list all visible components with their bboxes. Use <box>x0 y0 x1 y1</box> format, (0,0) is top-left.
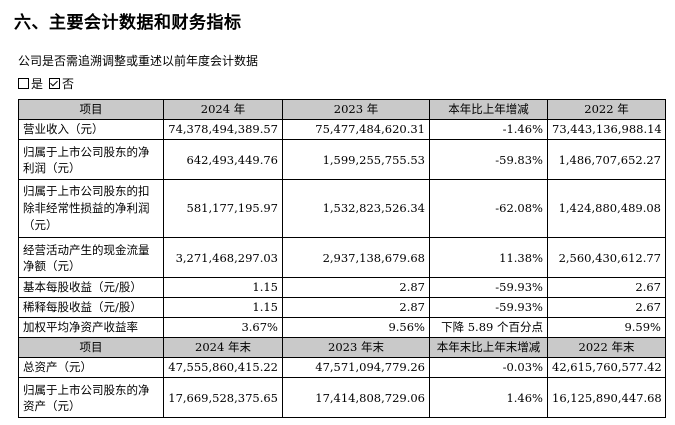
option-no-label: 否 <box>62 77 75 91</box>
change-cell: 1.46% <box>429 377 548 418</box>
table-row: 总资产（元） 47,555,860,415.22 47,571,094,779.… <box>18 357 666 378</box>
header-cell: 项目 <box>18 337 164 358</box>
value-cell: 3.67% <box>163 317 283 338</box>
table-row: 基本每股收益（元/股） 1.15 2.87 -59.93% 2.67 <box>18 277 666 298</box>
table-row: 归属于上市公司股东的扣除非经常性损益的净利润（元） 581,177,195.97… <box>18 179 666 238</box>
change-cell: -59.83% <box>429 139 548 180</box>
restatement-question: 公司是否需追溯调整或重述以前年度会计数据 <box>18 54 259 68</box>
value-cell: 16,125,890,447.68 <box>547 377 666 418</box>
header-cell: 2023 年末 <box>282 337 430 358</box>
change-cell: -0.03% <box>429 357 548 378</box>
header-cell: 2022 年 <box>547 99 666 120</box>
option-no[interactable]: 否 <box>49 75 74 92</box>
value-cell: 2.67 <box>547 297 666 318</box>
value-cell: 1.15 <box>163 277 283 298</box>
restatement-options: 是 否 <box>18 75 78 92</box>
table-row: 归属于上市公司股东的净资产（元） 17,669,528,375.65 17,41… <box>18 377 666 418</box>
table-row: 营业收入（元） 74,378,494,389.57 75,477,484,620… <box>18 119 666 140</box>
value-cell: 9.59% <box>547 317 666 338</box>
change-cell: 下降 5.89 个百分点 <box>429 317 548 338</box>
checkbox-unchecked-icon[interactable] <box>18 78 29 89</box>
value-cell: 42,615,760,577.42 <box>547 357 666 378</box>
change-cell: 11.38% <box>429 237 548 278</box>
change-cell: -62.08% <box>429 179 548 238</box>
value-cell: 2,937,138,679.68 <box>282 237 430 278</box>
value-cell: 1,532,823,526.34 <box>282 179 430 238</box>
value-cell: 581,177,195.97 <box>163 179 283 238</box>
row-label: 基本每股收益（元/股） <box>18 277 164 298</box>
row-label: 稀释每股收益（元/股） <box>18 297 164 318</box>
value-cell: 2.67 <box>547 277 666 298</box>
table-header-row: 项目 2024 年 2023 年 本年比上年增减 2022 年 <box>18 99 666 120</box>
row-label: 经营活动产生的现金流量净额（元） <box>18 237 164 278</box>
table-row: 归属于上市公司股东的净利润（元） 642,493,449.76 1,599,25… <box>18 139 666 180</box>
value-cell: 9.56% <box>282 317 430 338</box>
row-label: 归属于上市公司股东的扣除非经常性损益的净利润（元） <box>18 179 164 238</box>
value-cell: 1,599,255,755.53 <box>282 139 430 180</box>
section-title: 六、主要会计数据和财务指标 <box>14 13 242 33</box>
table-row: 稀释每股收益（元/股） 1.15 2.87 -59.93% 2.67 <box>18 297 666 318</box>
header-cell: 2023 年 <box>282 99 430 120</box>
row-label: 营业收入（元） <box>18 119 164 140</box>
value-cell: 3,271,468,297.03 <box>163 237 283 278</box>
value-cell: 1.15 <box>163 297 283 318</box>
header-cell: 本年末比上年末增减 <box>429 337 548 358</box>
change-cell: -1.46% <box>429 119 548 140</box>
table-header-row: 项目 2024 年末 2023 年末 本年末比上年末增减 2022 年末 <box>18 337 666 358</box>
change-cell: -59.93% <box>429 277 548 298</box>
header-cell: 2022 年末 <box>547 337 666 358</box>
financial-data-table: 项目 2024 年 2023 年 本年比上年增减 2022 年 营业收入（元） … <box>18 99 666 418</box>
value-cell: 2.87 <box>282 297 430 318</box>
value-cell: 47,555,860,415.22 <box>163 357 283 378</box>
row-label: 总资产（元） <box>18 357 164 378</box>
header-cell: 项目 <box>18 99 164 120</box>
option-yes-label: 是 <box>31 77 44 91</box>
header-cell: 本年比上年增减 <box>429 99 548 120</box>
row-label: 归属于上市公司股东的净资产（元） <box>18 377 164 418</box>
table-row: 加权平均净资产收益率 3.67% 9.56% 下降 5.89 个百分点 9.59… <box>18 317 666 338</box>
value-cell: 1,424,880,489.08 <box>547 179 666 238</box>
value-cell: 17,669,528,375.65 <box>163 377 283 418</box>
value-cell: 2.87 <box>282 277 430 298</box>
value-cell: 642,493,449.76 <box>163 139 283 180</box>
value-cell: 47,571,094,779.26 <box>282 357 430 378</box>
header-cell: 2024 年末 <box>163 337 283 358</box>
header-cell: 2024 年 <box>163 99 283 120</box>
value-cell: 2,560,430,612.77 <box>547 237 666 278</box>
value-cell: 74,378,494,389.57 <box>163 119 283 140</box>
value-cell: 75,477,484,620.31 <box>282 119 430 140</box>
row-label: 加权平均净资产收益率 <box>18 317 164 338</box>
table-row: 经营活动产生的现金流量净额（元） 3,271,468,297.03 2,937,… <box>18 237 666 278</box>
row-label: 归属于上市公司股东的净利润（元） <box>18 139 164 180</box>
option-yes[interactable]: 是 <box>18 75 43 92</box>
change-cell: -59.93% <box>429 297 548 318</box>
value-cell: 73,443,136,988.14 <box>547 119 666 140</box>
value-cell: 17,414,808,729.06 <box>282 377 430 418</box>
checkbox-checked-icon[interactable] <box>49 78 61 89</box>
value-cell: 1,486,707,652.27 <box>547 139 666 180</box>
